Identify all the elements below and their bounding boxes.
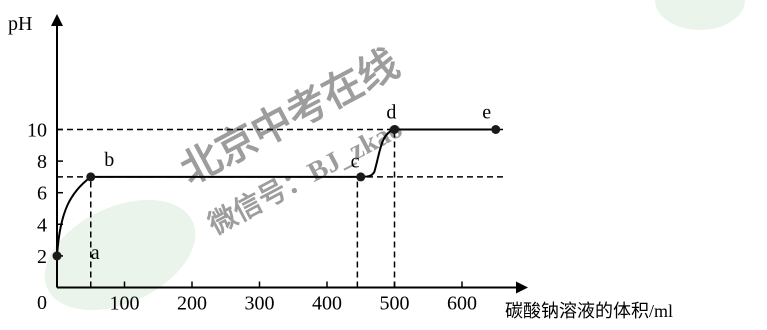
point-e bbox=[491, 125, 501, 134]
x-tick-label: 400 bbox=[312, 293, 342, 315]
point-a bbox=[52, 251, 62, 261]
y-tick-label: 6 bbox=[37, 183, 47, 205]
ticks: 100 200 300 400 500 600 2 4 6 8 10 bbox=[27, 120, 477, 315]
y-tick-label: 10 bbox=[27, 120, 47, 142]
x-tick-label: 500 bbox=[380, 293, 410, 315]
watermark-swirl-left bbox=[44, 199, 196, 311]
point-c bbox=[356, 172, 366, 182]
point-label-e: e bbox=[482, 101, 491, 123]
point-label-d: d bbox=[386, 101, 396, 123]
x-axis-label: 碳酸钠溶液的体积/ml bbox=[505, 301, 673, 321]
y-tick-label: 8 bbox=[37, 151, 47, 173]
point-label-c: c bbox=[351, 150, 360, 172]
origin-label: 0 bbox=[37, 292, 47, 314]
point-label-a: a bbox=[91, 242, 100, 264]
point-b bbox=[86, 172, 96, 182]
points-layer: a b c d e bbox=[52, 101, 501, 264]
point-label-b: b bbox=[104, 149, 114, 171]
curve-layer bbox=[56, 128, 496, 256]
y-axis-label: pH bbox=[8, 13, 32, 35]
y-tick-label: 4 bbox=[37, 214, 47, 236]
ph-curve bbox=[56, 128, 496, 256]
watermark-swirl-right bbox=[655, 0, 745, 30]
y-tick-label: 2 bbox=[37, 246, 47, 268]
point-d bbox=[390, 125, 399, 134]
x-axis-arrow bbox=[516, 281, 528, 294]
x-tick-label: 600 bbox=[447, 293, 477, 315]
y-axis-arrow bbox=[51, 14, 63, 26]
x-tick-label: 200 bbox=[177, 293, 207, 315]
x-tick-label: 100 bbox=[110, 293, 140, 315]
watermark: 北京中考在线 微信号：BJ_zkao bbox=[44, 0, 745, 311]
x-tick-label: 300 bbox=[245, 293, 275, 315]
axes bbox=[51, 14, 528, 294]
